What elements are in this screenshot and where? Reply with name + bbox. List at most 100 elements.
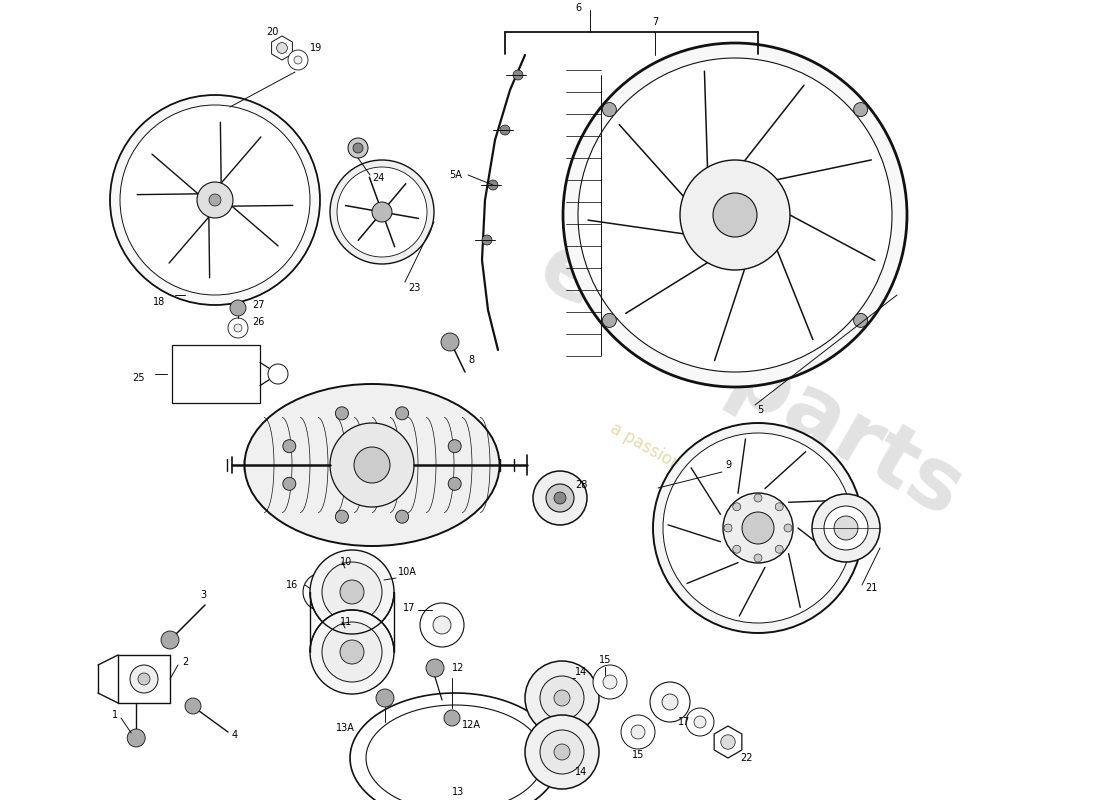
Circle shape	[302, 573, 341, 611]
Circle shape	[554, 492, 566, 504]
Circle shape	[776, 546, 783, 554]
Circle shape	[603, 314, 616, 327]
Text: 9: 9	[725, 460, 732, 470]
Circle shape	[653, 423, 864, 633]
Circle shape	[230, 300, 246, 316]
Ellipse shape	[244, 384, 499, 546]
Circle shape	[448, 440, 461, 453]
Circle shape	[663, 433, 852, 623]
Circle shape	[754, 554, 762, 562]
Circle shape	[534, 471, 587, 525]
Circle shape	[130, 665, 158, 693]
Circle shape	[228, 318, 248, 338]
Circle shape	[742, 512, 774, 544]
Circle shape	[713, 193, 757, 237]
Circle shape	[513, 70, 522, 80]
Circle shape	[525, 661, 600, 735]
Text: a passion for parts since 1985: a passion for parts since 1985	[607, 419, 833, 561]
Circle shape	[824, 506, 868, 550]
Circle shape	[578, 58, 892, 372]
Text: 24: 24	[372, 173, 384, 183]
Circle shape	[776, 502, 783, 510]
Text: 4: 4	[232, 730, 238, 740]
Circle shape	[314, 584, 330, 600]
Circle shape	[197, 182, 233, 218]
Text: 11: 11	[340, 617, 352, 627]
Text: 15: 15	[598, 655, 612, 665]
Circle shape	[724, 524, 732, 532]
Circle shape	[128, 729, 145, 747]
Circle shape	[372, 202, 392, 222]
Circle shape	[322, 562, 382, 622]
Circle shape	[337, 167, 427, 257]
Circle shape	[754, 494, 762, 502]
Circle shape	[340, 580, 364, 604]
Circle shape	[310, 610, 394, 694]
Text: 17: 17	[403, 603, 415, 613]
Circle shape	[563, 43, 908, 387]
Text: 26: 26	[252, 317, 264, 327]
Text: 28: 28	[575, 480, 587, 490]
Circle shape	[854, 102, 868, 117]
Circle shape	[554, 744, 570, 760]
Text: 17: 17	[678, 717, 691, 727]
Text: 20: 20	[266, 27, 278, 37]
Circle shape	[426, 659, 444, 677]
Circle shape	[322, 622, 382, 682]
Circle shape	[283, 440, 296, 453]
Text: 5A: 5A	[449, 170, 462, 180]
Circle shape	[650, 682, 690, 722]
Circle shape	[525, 715, 600, 789]
Circle shape	[110, 95, 320, 305]
Text: 15: 15	[631, 750, 645, 760]
Text: 10: 10	[340, 557, 352, 567]
Circle shape	[283, 478, 296, 490]
Circle shape	[834, 516, 858, 540]
Circle shape	[854, 314, 868, 327]
Circle shape	[340, 640, 364, 664]
Circle shape	[288, 50, 308, 70]
Circle shape	[433, 616, 451, 634]
Circle shape	[733, 502, 740, 510]
Circle shape	[420, 603, 464, 647]
Text: 13A: 13A	[337, 723, 355, 733]
Text: europarts: europarts	[522, 225, 977, 535]
Text: 19: 19	[310, 43, 322, 53]
Circle shape	[185, 698, 201, 714]
Circle shape	[336, 407, 349, 420]
Text: 21: 21	[865, 583, 878, 593]
Text: 25: 25	[132, 373, 145, 383]
Circle shape	[694, 716, 706, 728]
Circle shape	[276, 42, 287, 54]
Circle shape	[540, 676, 584, 720]
Circle shape	[396, 407, 408, 420]
Circle shape	[621, 715, 654, 749]
Circle shape	[448, 478, 461, 490]
Text: 12: 12	[452, 663, 464, 673]
Text: 23: 23	[408, 283, 420, 293]
Circle shape	[554, 690, 570, 706]
FancyBboxPatch shape	[172, 345, 260, 403]
Circle shape	[784, 524, 792, 532]
Text: 18: 18	[153, 297, 165, 307]
Circle shape	[720, 734, 735, 749]
Circle shape	[603, 675, 617, 689]
Circle shape	[733, 546, 740, 554]
Circle shape	[268, 364, 288, 384]
Circle shape	[294, 56, 302, 64]
Circle shape	[120, 105, 310, 295]
Circle shape	[234, 324, 242, 332]
Text: 27: 27	[252, 300, 264, 310]
Circle shape	[546, 484, 574, 512]
Text: 13: 13	[452, 787, 464, 797]
Text: 8: 8	[468, 355, 474, 365]
Circle shape	[723, 493, 793, 563]
Text: 12A: 12A	[462, 720, 481, 730]
Circle shape	[138, 673, 150, 685]
Text: 1: 1	[112, 710, 118, 720]
Text: 2: 2	[182, 657, 188, 667]
Circle shape	[336, 510, 349, 523]
Text: 7: 7	[652, 17, 658, 27]
Text: 3: 3	[200, 590, 206, 600]
Circle shape	[161, 631, 179, 649]
